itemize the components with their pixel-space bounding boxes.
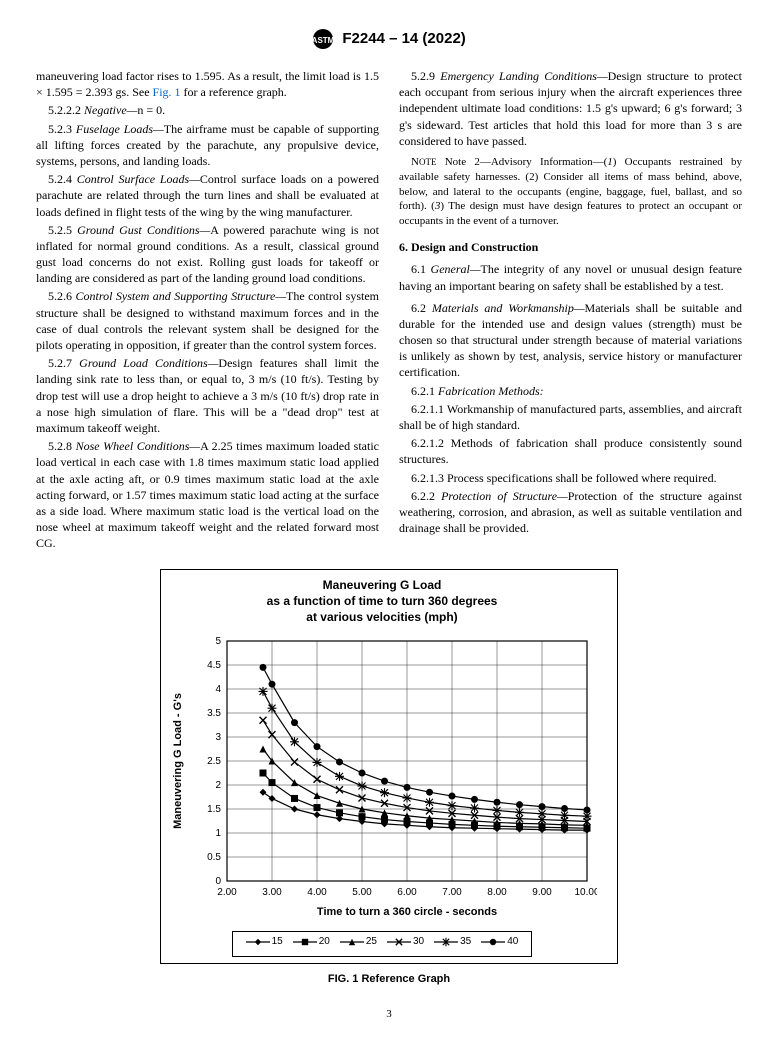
- p-622: 6.2.2 Protection of Structure—Protection…: [399, 488, 742, 537]
- p-5222-pre: maneuvering load factor rises to 1.595. …: [36, 68, 379, 100]
- page-number: 3: [36, 1007, 742, 1022]
- figure-1: Maneuvering G Load as a function of time…: [36, 569, 742, 986]
- svg-text:5.00: 5.00: [352, 887, 372, 898]
- chart-legend: 152025303540: [167, 925, 597, 956]
- p-528: 5.2.8 Nose Wheel Conditions—A 2.25 times…: [36, 438, 379, 551]
- section-6-heading: 6. Design and Construction: [399, 239, 742, 255]
- p-5222: 5.2.2.2 Negative—n = 0.: [36, 102, 379, 118]
- header-title: F2244 – 14 (2022): [342, 30, 465, 47]
- chart-title: Maneuvering G Load as a function of time…: [167, 578, 597, 625]
- svg-text:4: 4: [215, 684, 221, 695]
- svg-text:2: 2: [215, 780, 221, 791]
- svg-text:3.5: 3.5: [207, 708, 221, 719]
- p-523: 5.2.3 Fuselage Loads—The airframe must b…: [36, 121, 379, 170]
- svg-text:5: 5: [215, 636, 221, 647]
- svg-text:10.00: 10.00: [574, 887, 597, 898]
- note-2: NOTE Note 2—Advisory Information—(1) Occ…: [399, 155, 742, 229]
- svg-text:1.5: 1.5: [207, 804, 221, 815]
- p-525: 5.2.5 Ground Gust Conditions—A powered p…: [36, 222, 379, 287]
- svg-text:Time to turn a 360 circle - se: Time to turn a 360 circle - seconds: [317, 906, 497, 918]
- svg-text:8.00: 8.00: [487, 887, 507, 898]
- svg-text:9.00: 9.00: [532, 887, 552, 898]
- p-526: 5.2.6 Control System and Supporting Stru…: [36, 288, 379, 353]
- p-527: 5.2.7 Ground Load Conditions—Design feat…: [36, 355, 379, 436]
- svg-text:1: 1: [215, 828, 221, 839]
- fig1-link[interactable]: Fig. 1: [153, 85, 181, 99]
- p-61: 6.1 General—The integrity of any novel o…: [399, 261, 742, 293]
- body-columns: maneuvering load factor rises to 1.595. …: [36, 68, 742, 551]
- p-6213: 6.2.1.3 Process specifications shall be …: [399, 470, 742, 486]
- p-62: 6.2 Materials and Workmanship—Materials …: [399, 300, 742, 381]
- svg-text:3: 3: [215, 732, 221, 743]
- svg-text:0.5: 0.5: [207, 852, 221, 863]
- svg-text:6.00: 6.00: [397, 887, 417, 898]
- p-621: 6.2.1 Fabrication Methods:: [399, 383, 742, 399]
- astm-logo-icon: ASTM: [312, 28, 334, 50]
- svg-text:2.00: 2.00: [217, 887, 237, 898]
- svg-text:0: 0: [215, 876, 221, 887]
- svg-text:Maneuvering G Load - G's: Maneuvering G Load - G's: [172, 693, 184, 829]
- svg-text:4.00: 4.00: [307, 887, 327, 898]
- chart-frame: Maneuvering G Load as a function of time…: [160, 569, 618, 963]
- page-header: ASTM F2244 – 14 (2022): [36, 28, 742, 50]
- p-6212: 6.2.1.2 Methods of fabrication shall pro…: [399, 435, 742, 467]
- p-524: 5.2.4 Control Surface Loads—Control surf…: [36, 171, 379, 220]
- svg-text:4.5: 4.5: [207, 660, 221, 671]
- figure-caption: FIG. 1 Reference Graph: [36, 972, 742, 987]
- p-529: 5.2.9 Emergency Landing Conditions—Desig…: [399, 68, 742, 149]
- svg-text:3.00: 3.00: [262, 887, 282, 898]
- chart-svg: 2.00 3.00 4.00 5.00 6.00 7.00 8.00 9.00 10.00 0 0.…: [167, 631, 597, 921]
- svg-text:ASTM: ASTM: [312, 36, 334, 45]
- svg-text:7.00: 7.00: [442, 887, 462, 898]
- svg-text:2.5: 2.5: [207, 756, 221, 767]
- p-6211: 6.2.1.1 Workmanship of manufactured part…: [399, 401, 742, 433]
